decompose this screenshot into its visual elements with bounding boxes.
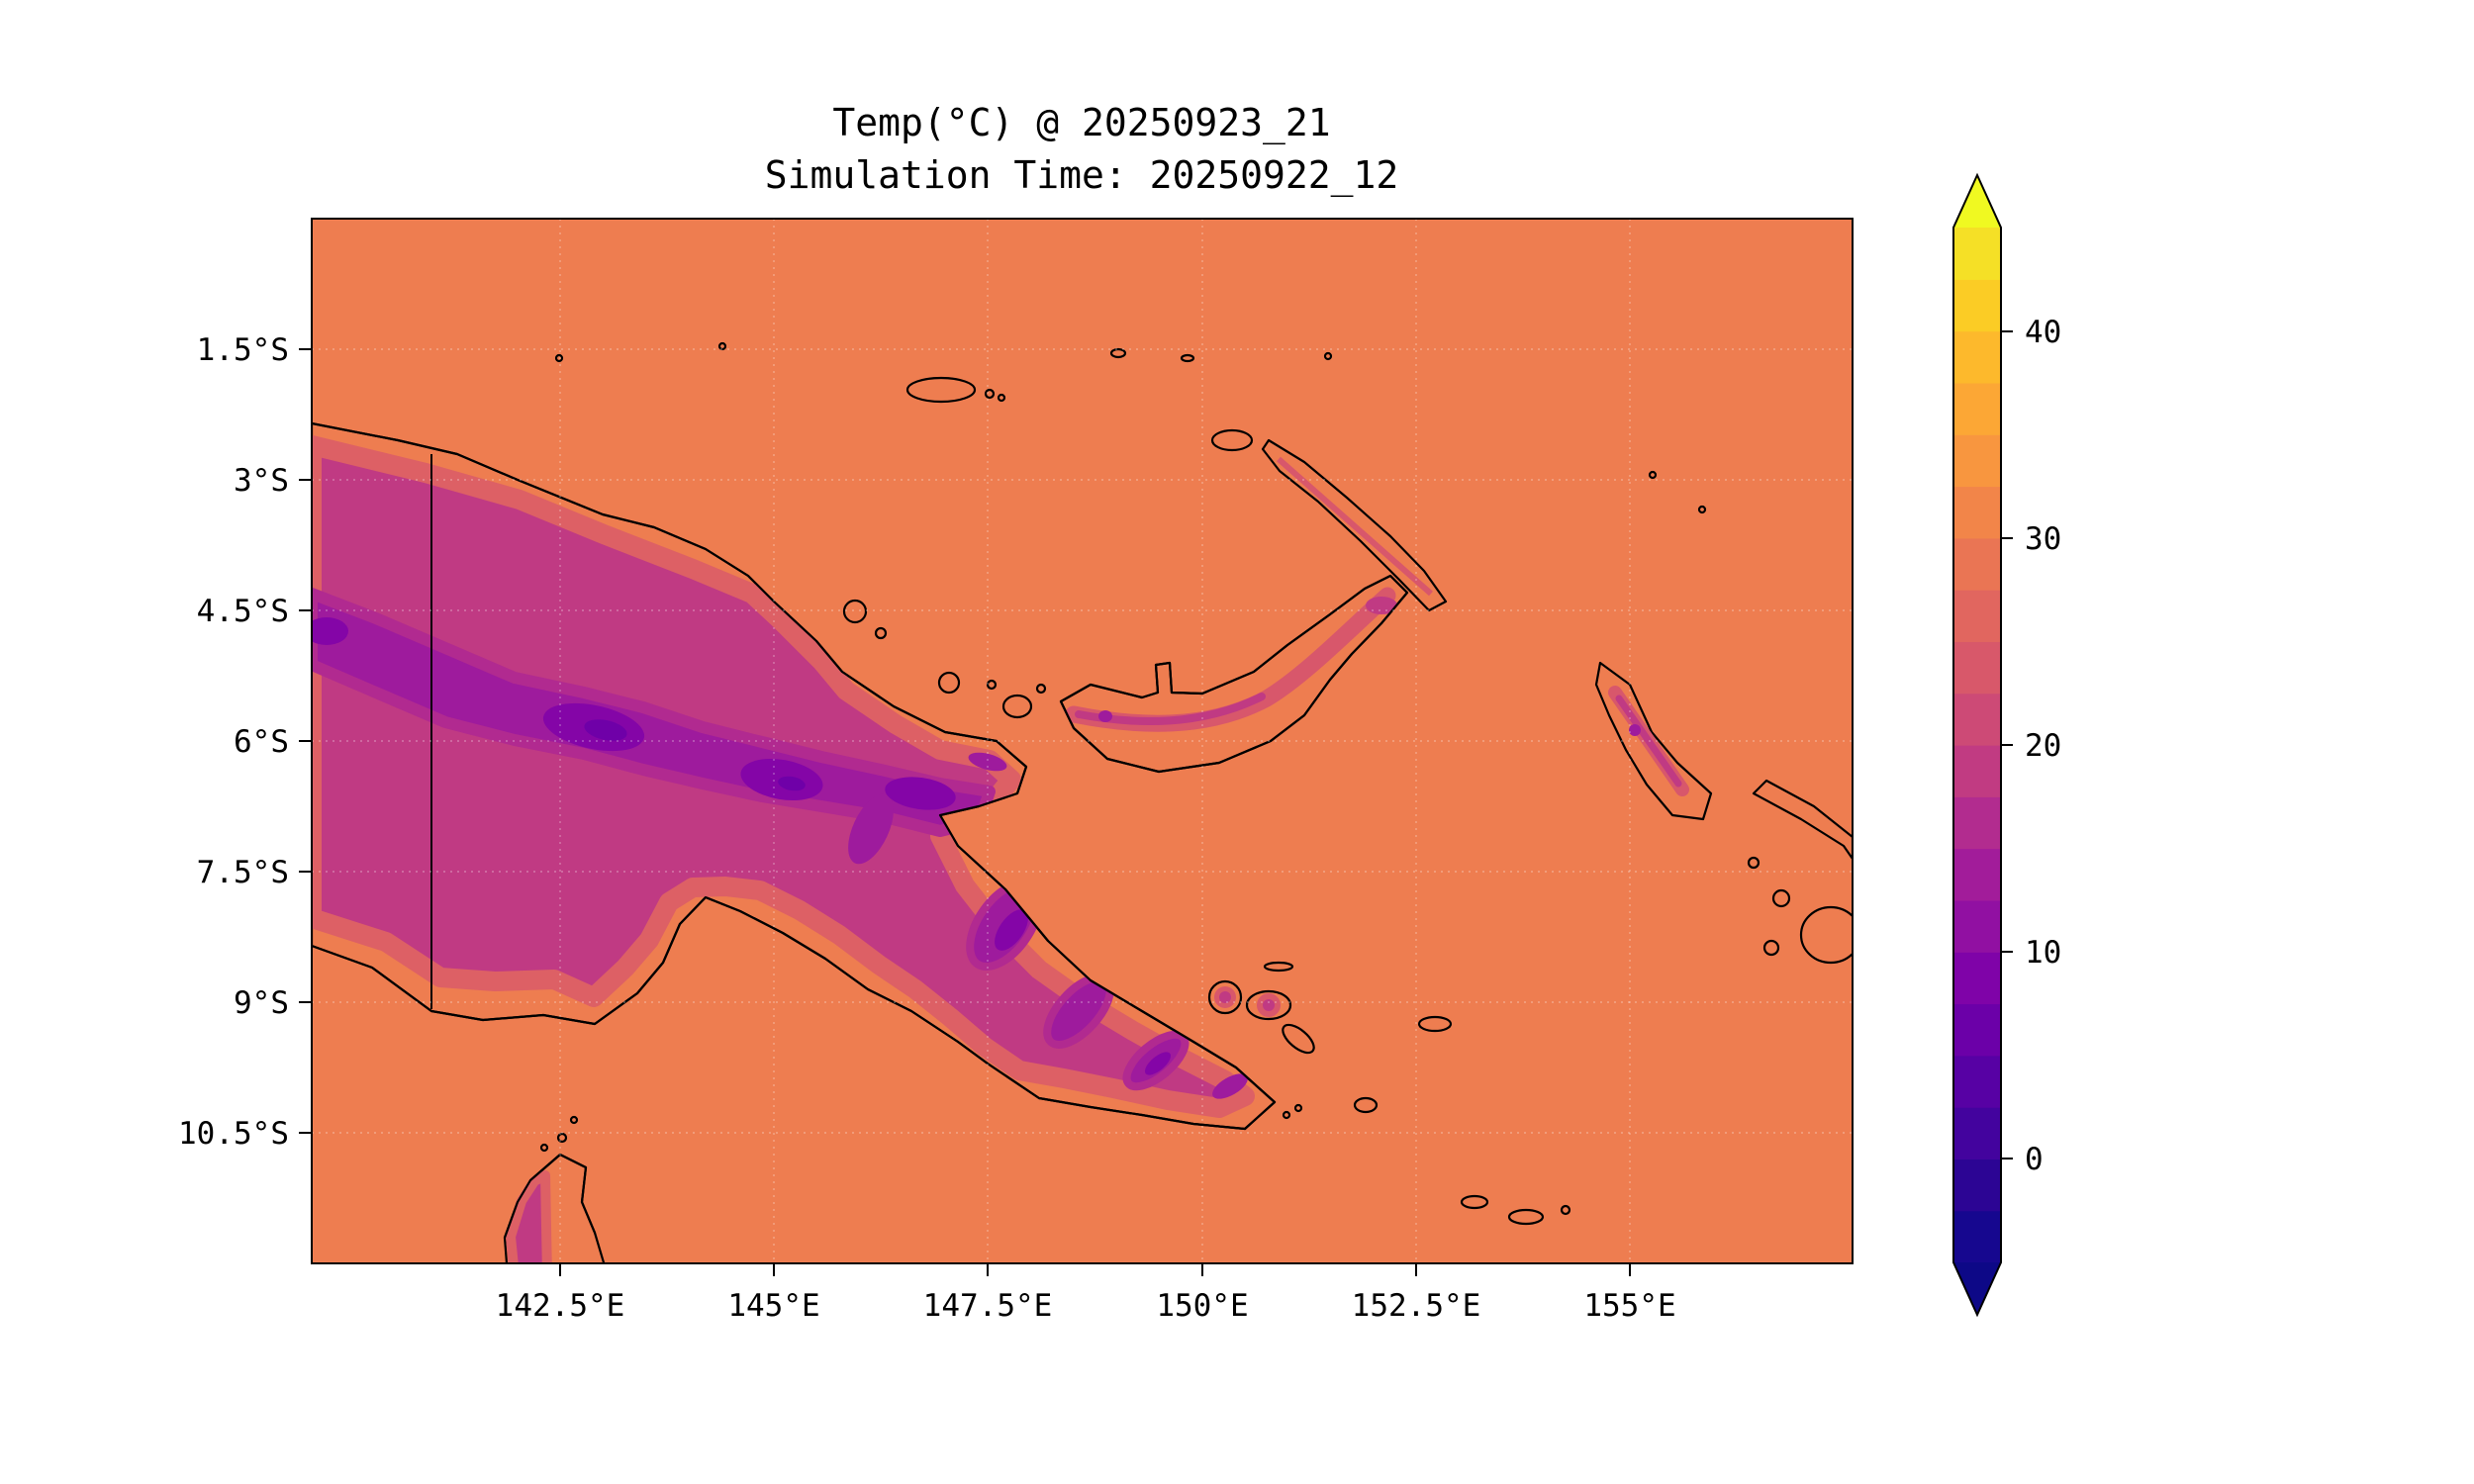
louisiade-island	[1460, 1194, 1489, 1210]
bougainville-pink	[1615, 695, 1682, 788]
long-island	[937, 671, 961, 695]
islet	[1747, 856, 1760, 870]
manus-island	[905, 376, 977, 404]
umboi-island	[1001, 694, 1033, 719]
new-ireland-island	[1261, 438, 1448, 612]
nb-gazelle-pink	[1366, 597, 1397, 614]
contour-huon-range	[968, 752, 1007, 772]
sakar	[1035, 683, 1047, 695]
map-plot-area	[312, 219, 1853, 1263]
small-island-contours	[1214, 986, 1281, 1017]
cape-york-peninsula	[503, 1153, 606, 1263]
graticule-gridlines	[312, 219, 1853, 1263]
bougainville-island	[1594, 661, 1713, 821]
torres-islet	[539, 1143, 549, 1153]
nb-purple-spot	[1098, 710, 1112, 722]
y-tick-label: 1.5°S	[197, 332, 289, 368]
small-islands	[539, 341, 1853, 1226]
contour-dark-core	[312, 617, 348, 645]
x-tick-label: 147.5°E	[923, 1288, 1053, 1324]
bagabag-island	[874, 626, 888, 640]
x-tick-label: 145°E	[727, 1288, 819, 1324]
y-tick-label: 7.5°S	[197, 855, 289, 890]
cape-york-pink	[506, 1170, 552, 1263]
islet	[1648, 470, 1658, 480]
colorbar-bands	[1953, 228, 2001, 1263]
bougainville-purple-spot	[1629, 724, 1641, 736]
contour-purple-streak	[848, 793, 894, 865]
new-georgia-island	[1799, 905, 1853, 965]
misima-island	[1507, 1208, 1545, 1226]
contour-dark-core	[995, 909, 1028, 951]
x-axis: 142.5°E 145°E 147.5°E 150°E 152.5°E 155°…	[496, 1263, 1676, 1324]
y-tick-label: 6°S	[234, 724, 289, 760]
x-tick-label: 155°E	[1583, 1288, 1675, 1324]
new-hanover	[1210, 428, 1254, 452]
islet	[1762, 939, 1780, 957]
emirau	[1180, 353, 1195, 363]
colorbar: 40 30 20 10 0	[1952, 172, 2061, 1318]
colorbar-ticks: 40 30 20 10 0	[2001, 315, 2061, 1177]
mainland-new-guinea	[312, 421, 1277, 1131]
islet	[717, 341, 727, 351]
torres-islet	[556, 1132, 568, 1144]
shortland-islet	[1771, 888, 1791, 908]
chart-subtitle: Simulation Time: 20250922_12	[765, 153, 1399, 198]
islet	[997, 393, 1006, 403]
y-tick-label: 3°S	[234, 463, 289, 499]
new-britain-island	[1059, 574, 1409, 774]
x-tick-label: 150°E	[1156, 1288, 1248, 1324]
y-tick-label: 10.5°S	[178, 1116, 289, 1152]
fergusson-core	[1263, 999, 1275, 1011]
trobriand-island	[1263, 961, 1294, 973]
torres-islet	[569, 1115, 579, 1125]
islet	[1293, 1103, 1303, 1113]
new-britain-coastline	[1059, 574, 1409, 774]
mainland-coastline	[312, 421, 1277, 1131]
contour-tail-range	[1212, 1073, 1248, 1099]
mainland-contour-fills	[312, 435, 1255, 1118]
cape-york-coastline	[503, 1153, 597, 1240]
contour-coldest-spot	[584, 719, 627, 741]
islet	[1323, 351, 1333, 361]
islet	[1560, 1204, 1571, 1216]
colorbar-tick-label: 30	[2025, 521, 2061, 557]
colorbar-tick-label: 0	[2025, 1142, 2044, 1177]
mussau	[1109, 347, 1127, 359]
tolokiwa	[986, 679, 998, 691]
contour-coldest-spot	[778, 776, 806, 791]
samarai-islands	[1353, 1096, 1379, 1114]
colorbar-tick-label: 40	[2025, 315, 2061, 350]
woodlark-island	[1417, 1015, 1453, 1033]
colorbar-outline	[1952, 172, 2002, 1318]
islet	[1282, 1110, 1291, 1120]
goodenough-core	[1219, 991, 1231, 1003]
x-tick-label: 152.5°E	[1352, 1288, 1481, 1324]
ni-ridge-pink	[1277, 456, 1433, 597]
choiseul-island	[1752, 779, 1853, 861]
x-tick-label: 142.5°E	[496, 1288, 625, 1324]
colorbar-tick-label: 10	[2025, 935, 2061, 971]
contour-dark-core	[1144, 1052, 1172, 1075]
islet	[1697, 505, 1707, 514]
islet	[984, 388, 996, 400]
contour-dark-core	[885, 777, 956, 810]
normanby-island	[1282, 1023, 1315, 1055]
islet	[554, 353, 564, 363]
colorbar-over-arrow	[1953, 175, 2001, 228]
y-tick-label: 4.5°S	[197, 594, 289, 629]
new-britain-contours	[1065, 587, 1397, 732]
karkar-island	[842, 599, 868, 624]
chart-title: Temp(°C) @ 20250923_21	[832, 101, 1330, 145]
colorbar-under-arrow	[1953, 1262, 2001, 1315]
y-axis: 1.5°S 3°S 4.5°S 6°S 7.5°S 9°S 10.5°S	[178, 332, 312, 1152]
y-tick-label: 9°S	[234, 985, 289, 1021]
colorbar-tick-label: 20	[2025, 728, 2061, 764]
